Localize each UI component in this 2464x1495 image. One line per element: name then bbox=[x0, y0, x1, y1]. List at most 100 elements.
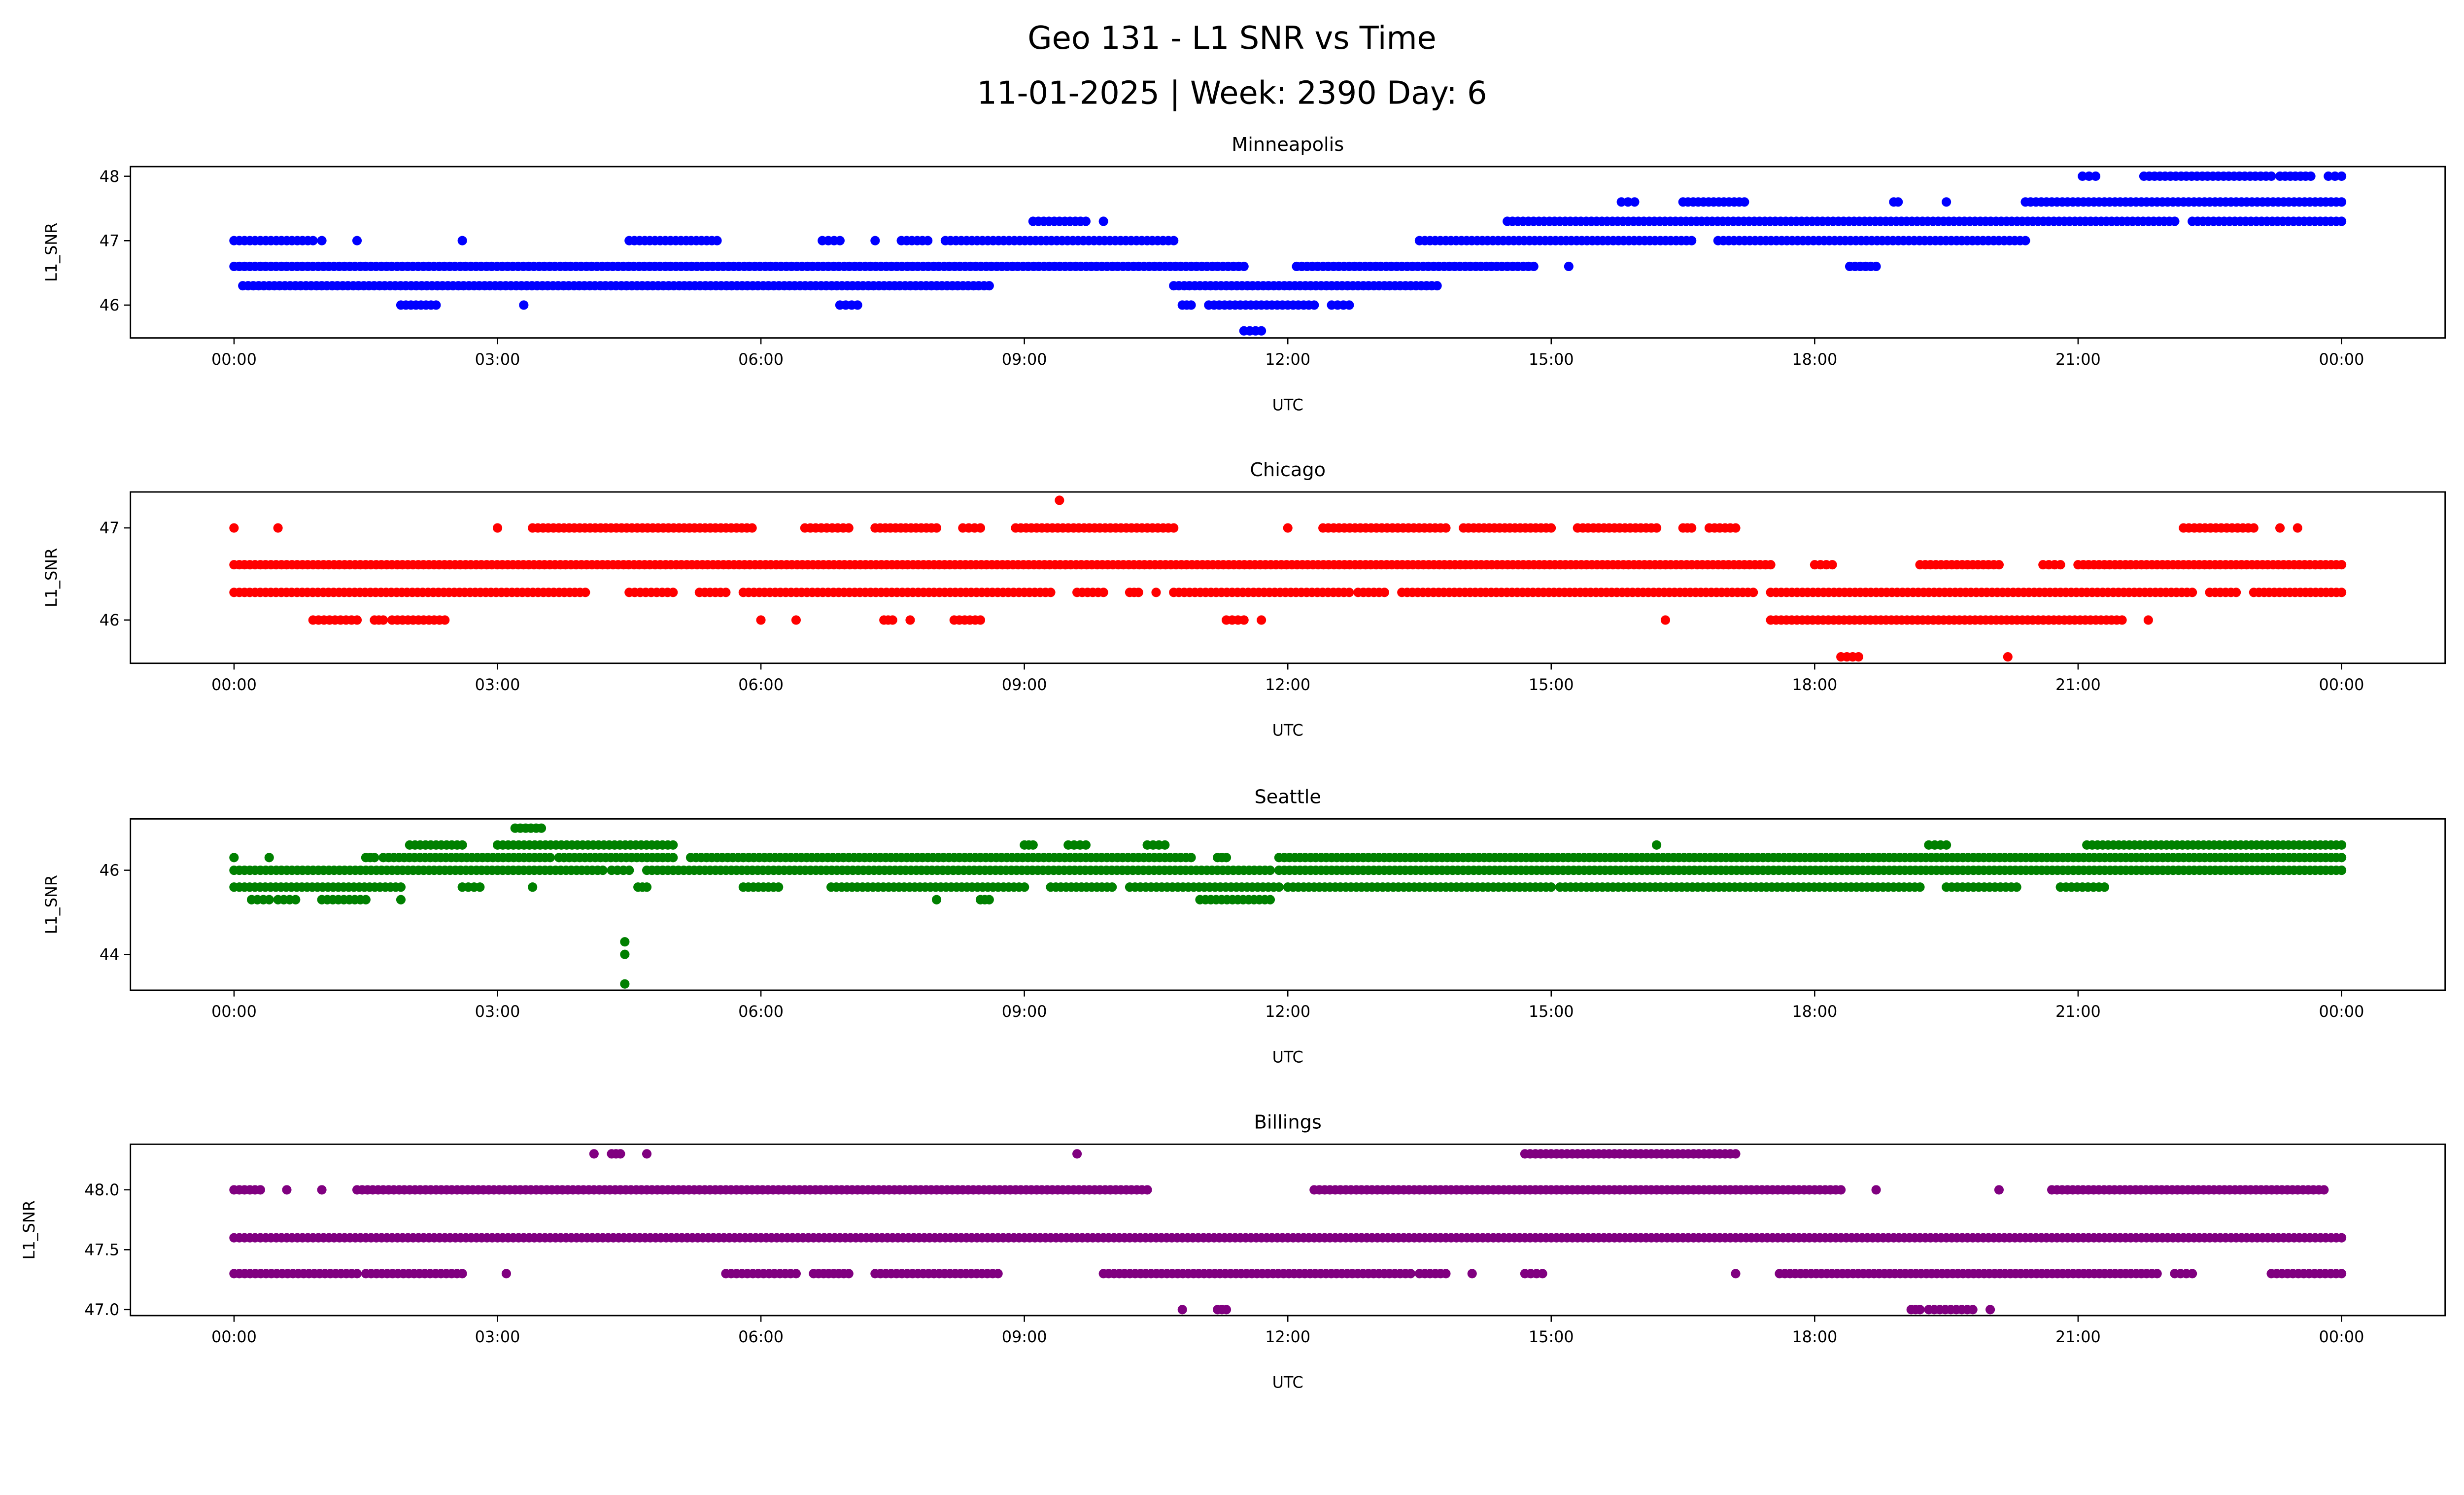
data-point bbox=[1968, 1305, 1978, 1315]
data-point bbox=[791, 615, 801, 625]
data-point bbox=[2306, 171, 2316, 181]
data-point bbox=[791, 1269, 801, 1279]
data-point bbox=[2337, 216, 2347, 226]
data-point bbox=[1344, 300, 1354, 310]
data-point bbox=[589, 1149, 599, 1159]
data-point bbox=[2188, 588, 2197, 597]
data-point bbox=[721, 588, 731, 597]
data-point bbox=[624, 866, 634, 875]
panel-title: Minneapolis bbox=[1232, 134, 1344, 156]
x-axis-label: UTC bbox=[1272, 395, 1303, 414]
data-point bbox=[2337, 560, 2347, 570]
data-point bbox=[984, 281, 994, 291]
data-point bbox=[378, 615, 388, 625]
data-point bbox=[844, 1269, 854, 1279]
x-tick-label: 21:00 bbox=[2055, 350, 2101, 369]
data-point bbox=[440, 615, 450, 625]
data-point bbox=[668, 588, 678, 597]
data-point bbox=[747, 523, 757, 533]
data-point bbox=[975, 523, 986, 533]
data-point bbox=[1081, 840, 1091, 850]
data-point bbox=[431, 300, 441, 310]
data-point bbox=[1160, 840, 1170, 850]
y-tick-label: 48.0 bbox=[84, 1181, 119, 1199]
data-point bbox=[457, 840, 467, 850]
y-tick-label: 47.5 bbox=[84, 1240, 119, 1259]
figure-title: Geo 131 - L1 SNR vs Time bbox=[1027, 20, 1437, 57]
data-point bbox=[2337, 197, 2347, 207]
data-point bbox=[835, 236, 845, 245]
x-tick-label: 03:00 bbox=[475, 1002, 520, 1021]
data-point bbox=[229, 523, 239, 533]
data-point bbox=[1660, 615, 1671, 625]
data-point bbox=[2099, 882, 2109, 892]
data-point bbox=[493, 523, 503, 533]
data-point bbox=[1687, 523, 1697, 533]
data-point bbox=[2337, 840, 2347, 850]
data-point bbox=[1441, 1269, 1451, 1279]
data-point bbox=[1915, 882, 1925, 892]
series-points bbox=[229, 823, 2347, 989]
x-tick-label: 18:00 bbox=[1792, 1002, 1837, 1021]
data-point bbox=[642, 1149, 652, 1159]
data-point bbox=[457, 236, 467, 245]
data-point bbox=[229, 853, 239, 863]
x-tick-label: 06:00 bbox=[738, 675, 784, 694]
data-point bbox=[2055, 560, 2065, 570]
data-point bbox=[1133, 588, 1143, 597]
x-tick-label: 09:00 bbox=[1002, 675, 1047, 694]
x-tick-label: 03:00 bbox=[475, 675, 520, 694]
data-point bbox=[1871, 1185, 1881, 1195]
x-tick-label: 00:00 bbox=[2319, 1327, 2364, 1346]
x-tick-label: 06:00 bbox=[738, 1002, 784, 1021]
x-tick-label: 03:00 bbox=[475, 350, 520, 369]
data-point bbox=[545, 853, 555, 863]
data-point bbox=[1915, 1305, 1925, 1315]
data-point bbox=[1994, 560, 2004, 570]
data-point bbox=[1098, 588, 1108, 597]
data-point bbox=[1836, 1185, 1846, 1195]
x-tick-label: 09:00 bbox=[1002, 1327, 1047, 1346]
data-point bbox=[2324, 171, 2333, 181]
data-point bbox=[1072, 1149, 1082, 1159]
data-point bbox=[1546, 523, 1556, 533]
data-point bbox=[1239, 261, 1249, 272]
data-point bbox=[1046, 588, 1056, 597]
data-point bbox=[1186, 300, 1196, 310]
data-point bbox=[642, 882, 652, 892]
x-tick-label: 15:00 bbox=[1529, 1327, 1574, 1346]
y-axis-label: L1_SNR bbox=[42, 223, 61, 282]
x-tick-label: 15:00 bbox=[1529, 350, 1574, 369]
data-point bbox=[1055, 495, 1064, 505]
x-tick-label: 18:00 bbox=[1792, 350, 1837, 369]
x-tick-label: 12:00 bbox=[1265, 1002, 1310, 1021]
data-point bbox=[1853, 652, 1863, 662]
data-point bbox=[1731, 1269, 1741, 1279]
data-point bbox=[1265, 866, 1275, 875]
x-tick-label: 18:00 bbox=[1792, 675, 1837, 694]
series-points bbox=[229, 1149, 2347, 1315]
data-point bbox=[255, 1185, 265, 1195]
data-point bbox=[844, 523, 854, 533]
data-point bbox=[1441, 523, 1451, 533]
data-point bbox=[361, 895, 371, 904]
data-point bbox=[2337, 1233, 2347, 1243]
panel-minneapolis: Minneapolis 00:00 03:00 06:00 09:00 12:00 15:0… bbox=[42, 134, 2446, 414]
data-point bbox=[282, 1185, 292, 1195]
x-tick-label: 00:00 bbox=[2319, 675, 2364, 694]
data-point bbox=[1081, 216, 1091, 226]
data-point bbox=[1169, 523, 1179, 533]
data-point bbox=[1731, 1149, 1741, 1159]
data-point bbox=[1186, 853, 1196, 863]
data-point bbox=[620, 949, 630, 959]
x-tick-label: 06:00 bbox=[738, 350, 784, 369]
data-point bbox=[1107, 882, 1117, 892]
data-point bbox=[1405, 1269, 1416, 1279]
data-point bbox=[1142, 1185, 1152, 1195]
y-tick-label: 44 bbox=[100, 945, 120, 964]
data-point bbox=[756, 615, 766, 625]
data-point bbox=[2275, 523, 2285, 533]
x-tick-label: 18:00 bbox=[1792, 1327, 1837, 1346]
data-point bbox=[1652, 523, 1662, 533]
data-point bbox=[2337, 853, 2347, 863]
